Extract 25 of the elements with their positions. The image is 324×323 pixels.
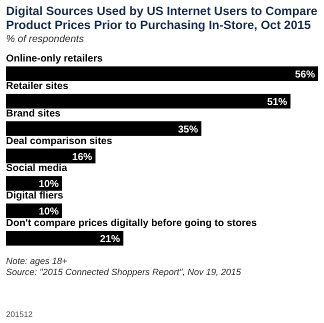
bar — [6, 121, 202, 136]
source-note: Source: "2015 Connected Shoppers Report", Nov 19, 2015 — [6, 267, 242, 278]
bar — [6, 66, 318, 82]
y-tick-label: Social media — [6, 163, 68, 174]
y-tick-label: Digital fliers — [6, 190, 64, 202]
data-label: 10% — [38, 206, 59, 218]
text: Note: ages 18+ — [6, 256, 68, 267]
y-tick-label: Don't compare prices digitally before going to stores — [6, 218, 258, 230]
y-tick-label: Deal comparison sites — [6, 136, 113, 147]
data-label: 35% — [178, 124, 198, 136]
y-tick-label: Brand sites — [6, 108, 61, 120]
data-label: 51% — [267, 96, 288, 108]
bar — [6, 176, 62, 191]
data-label: 16% — [72, 152, 92, 163]
data-label: 10% — [38, 179, 59, 190]
bar — [6, 230, 124, 246]
chart-subtitle: % of respondents — [6, 33, 85, 46]
data-label: 21% — [100, 234, 120, 246]
text: 201512 — [6, 310, 33, 319]
bar — [6, 94, 290, 108]
data-label: 56% — [294, 69, 316, 80]
chart-title: Digital Sources Used by US Internet Users to Compare Product Prices Prior to Purchasing In-Store, Oct 2015 — [6, 4, 318, 32]
y-tick-label: Online-only retailers — [6, 53, 104, 64]
bar — [6, 148, 96, 164]
y-tick-label: Retailer sites — [6, 80, 69, 92]
